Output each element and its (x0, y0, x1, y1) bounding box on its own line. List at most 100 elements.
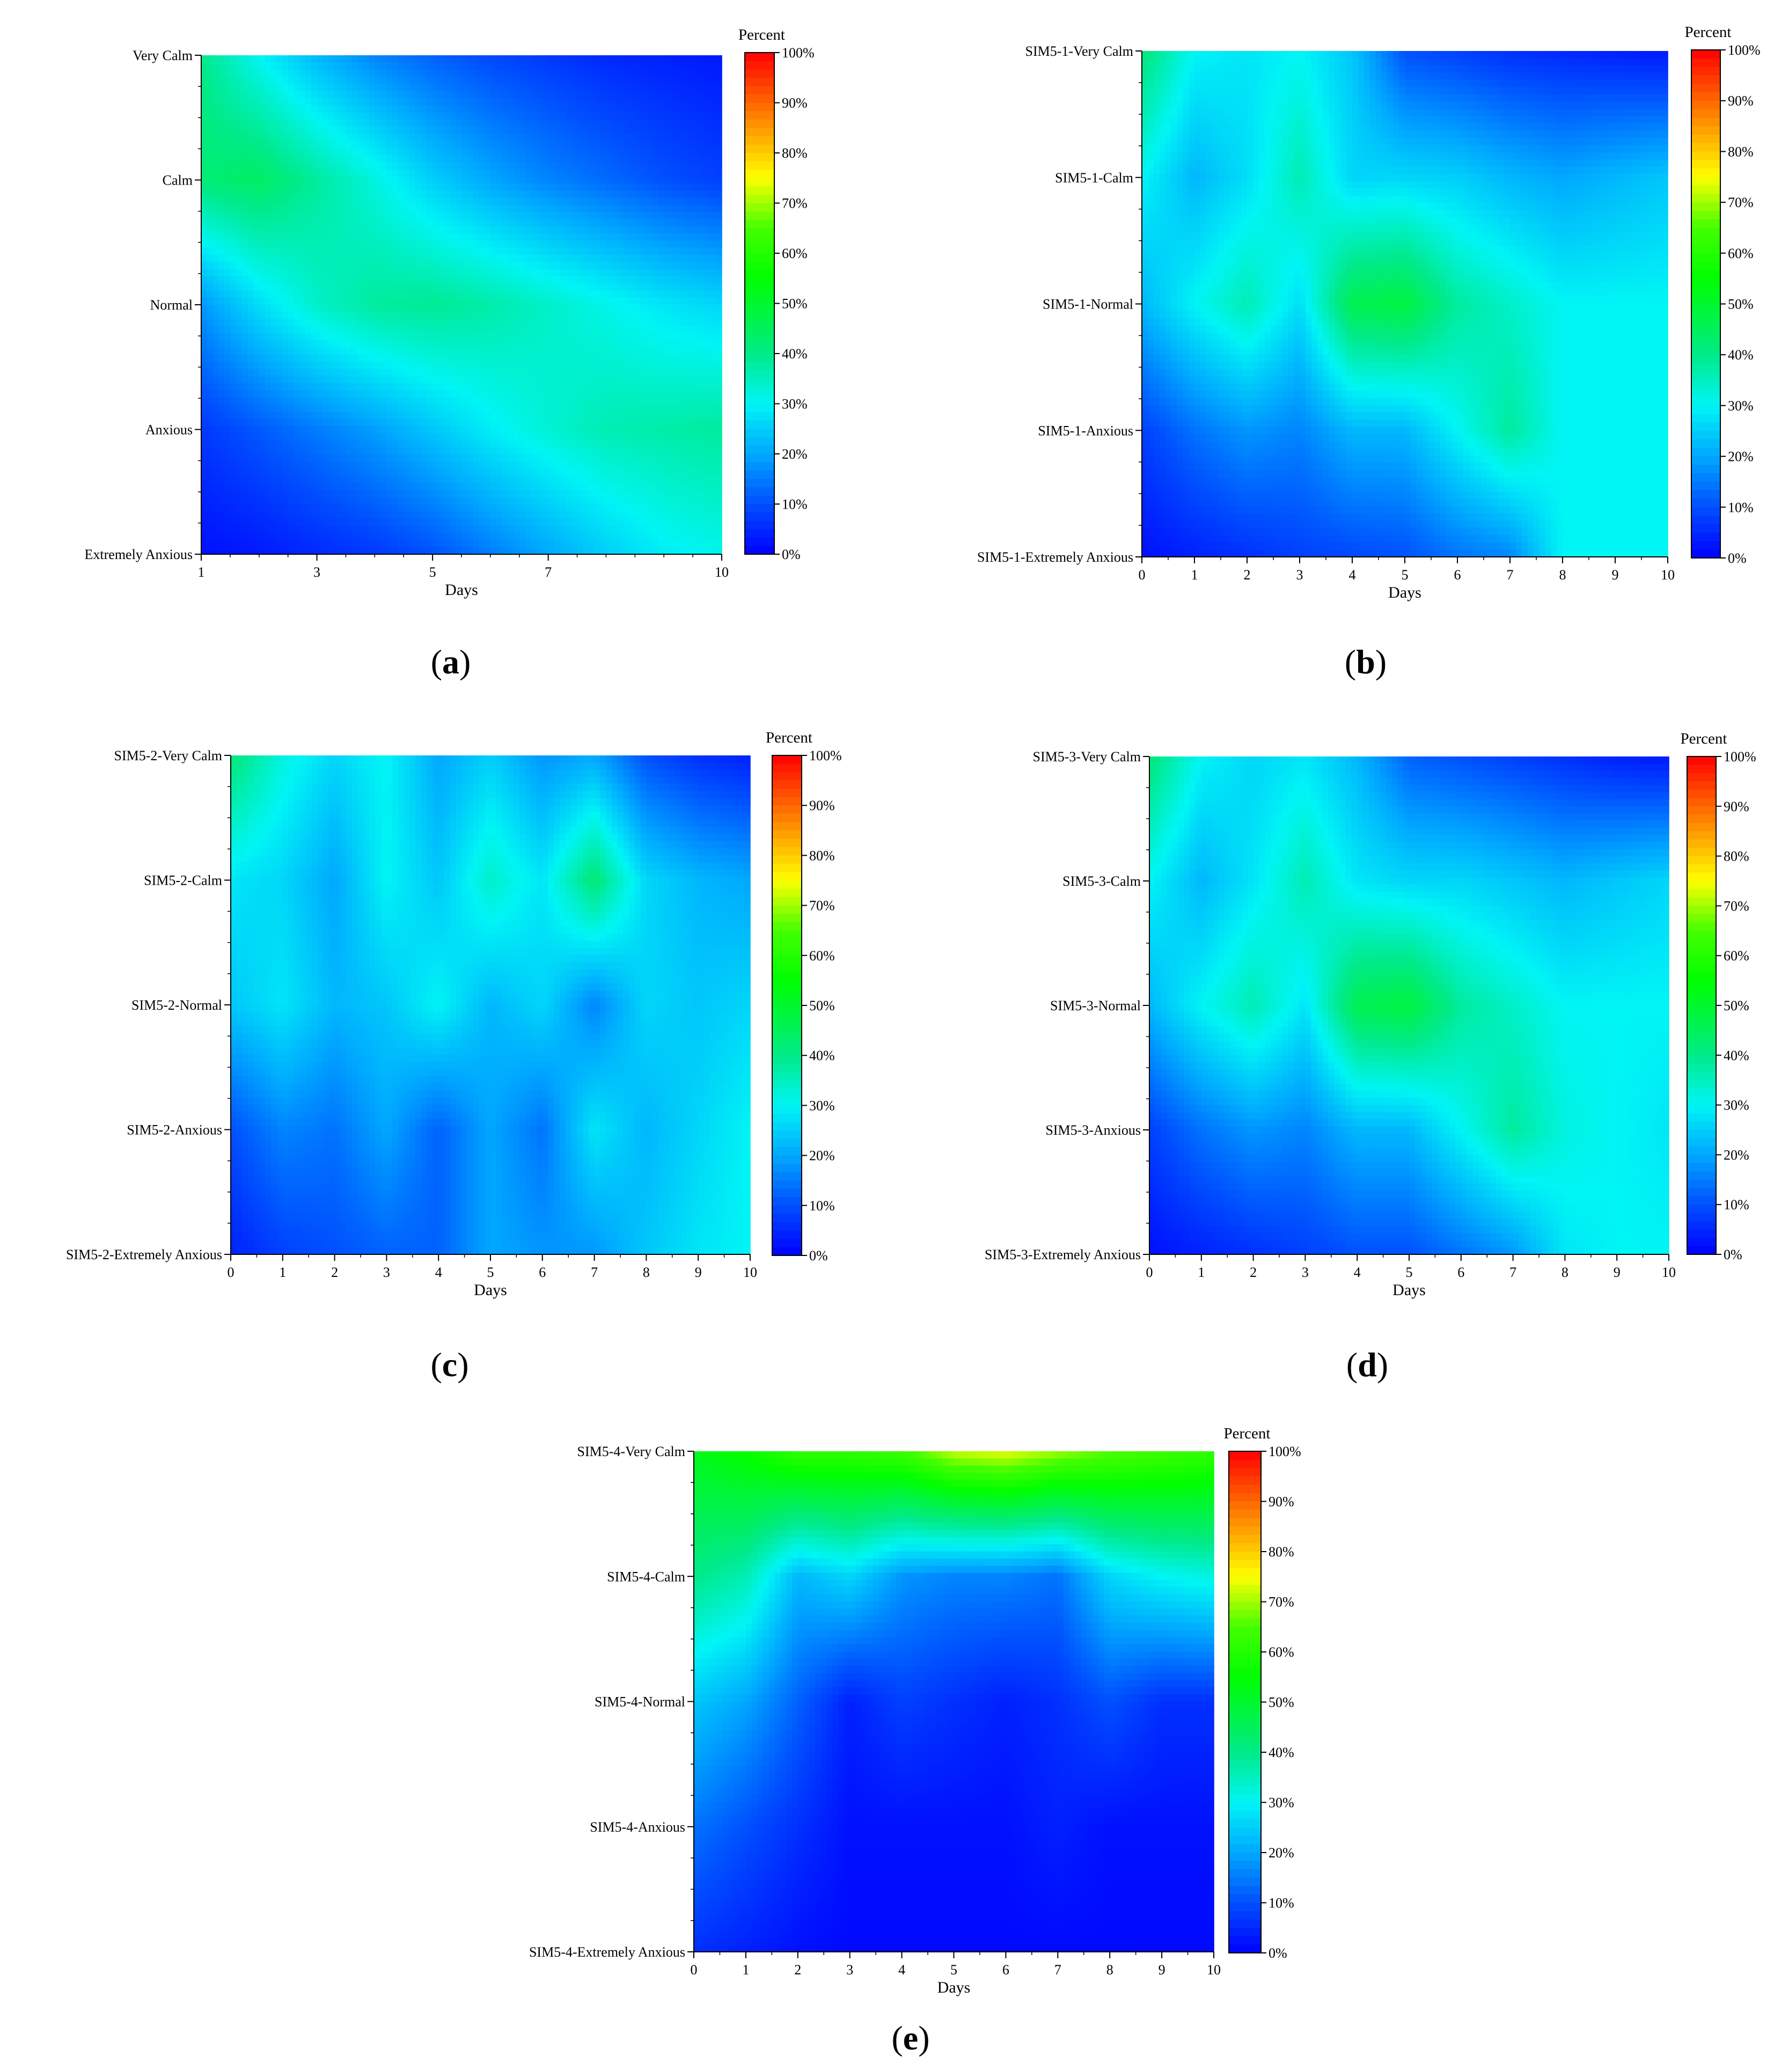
heatmap-cell (241, 312, 248, 319)
heatmap-cell (444, 255, 451, 262)
heatmap-cell (543, 248, 549, 255)
heatmap-cell (710, 355, 716, 362)
heatmap-cell (525, 355, 532, 362)
heatmap-cell (415, 120, 422, 127)
heatmap-cell (577, 162, 584, 170)
heatmap-cell (230, 276, 237, 284)
heatmap-cell (351, 440, 358, 447)
heatmap-cell (554, 348, 560, 355)
heatmap-cell (259, 112, 266, 120)
heatmap-cell (467, 112, 474, 120)
heatmap-cell (444, 127, 451, 134)
heatmap-cell (253, 134, 260, 141)
heatmap-cell (357, 340, 364, 348)
heatmap-cell (693, 240, 699, 248)
heatmap-cell (247, 55, 254, 63)
heatmap-cell (496, 162, 503, 170)
heatmap-cell (485, 419, 491, 427)
heatmap-cell (322, 62, 329, 70)
heatmap-cell (351, 219, 358, 227)
heatmap-cell (653, 91, 659, 98)
heatmap-cell (699, 419, 705, 427)
heatmap-cell (230, 148, 237, 156)
heatmap-cell (571, 412, 578, 419)
heatmap-cell (375, 433, 381, 440)
heatmap-cell (519, 112, 526, 120)
heatmap-cell (624, 255, 630, 262)
heatmap-cell (340, 162, 347, 170)
heatmap-cell (288, 170, 295, 177)
heatmap-cell (635, 98, 641, 106)
heatmap-cell (490, 219, 497, 227)
heatmap-cell (543, 141, 549, 148)
heatmap-cell (716, 340, 722, 348)
heatmap-cell (456, 105, 462, 113)
heatmap-cell (450, 62, 456, 70)
heatmap-cell (404, 148, 410, 156)
heatmap-cell (438, 398, 445, 405)
heatmap-cell (647, 141, 653, 148)
heatmap-cell (560, 283, 566, 291)
heatmap-cell (519, 62, 526, 70)
heatmap-cell (537, 226, 543, 234)
heatmap-cell (554, 219, 560, 227)
heatmap-cell (618, 105, 624, 113)
heatmap-cell (693, 312, 699, 319)
heatmap-cell (351, 105, 358, 113)
heatmap-cell (461, 290, 468, 298)
heatmap-cell (641, 262, 647, 269)
heatmap-cell (351, 269, 358, 277)
heatmap-cell (508, 276, 514, 284)
heatmap-cell (490, 412, 497, 419)
heatmap-cell (670, 55, 676, 63)
heatmap-cell (322, 162, 329, 170)
heatmap-cell (618, 233, 624, 241)
heatmap-cell (554, 77, 560, 84)
heatmap-cell (710, 190, 716, 198)
heatmap-cell (432, 148, 439, 156)
heatmap-cell (340, 290, 347, 298)
heatmap-cell (456, 170, 462, 177)
heatmap-cell (421, 177, 428, 184)
heatmap-cell (681, 233, 688, 241)
heatmap-cell (363, 333, 370, 341)
heatmap-cell (693, 305, 699, 312)
heatmap-cell (618, 170, 624, 177)
heatmap-cell (583, 70, 589, 77)
heatmap-cell (421, 390, 428, 398)
heatmap-cell (346, 120, 352, 127)
heatmap-cell (710, 240, 716, 248)
heatmap-cell (253, 440, 260, 447)
heatmap-cell (583, 91, 589, 98)
heatmap-cell (380, 55, 387, 63)
heatmap-cell (496, 112, 503, 120)
heatmap-cell (647, 340, 653, 348)
heatmap-cell (502, 112, 508, 120)
heatmap-cell (351, 70, 358, 77)
heatmap-cell (282, 183, 289, 191)
heatmap-cell (380, 283, 387, 291)
heatmap-cell (421, 255, 428, 262)
heatmap-cell (351, 290, 358, 298)
heatmap-cell (427, 98, 433, 106)
heatmap-cell (490, 340, 497, 348)
heatmap-cell (653, 55, 659, 63)
heatmap-cell (311, 319, 318, 327)
heatmap-cell (207, 405, 214, 412)
heatmap-cell (577, 340, 584, 348)
heatmap-cell (282, 369, 289, 377)
heatmap-cell (467, 127, 474, 134)
heatmap-cell (398, 290, 404, 298)
heatmap-cell (647, 198, 653, 205)
heatmap-cell (438, 383, 445, 391)
heatmap-cell (566, 120, 572, 127)
heatmap-cell (699, 98, 705, 106)
heatmap-cell (450, 433, 456, 440)
heatmap-cell (398, 433, 404, 440)
heatmap-cell (589, 248, 595, 255)
heatmap-cell (467, 162, 474, 170)
heatmap-cell (201, 276, 208, 284)
heatmap-cell (699, 127, 705, 134)
heatmap-cell (600, 62, 607, 70)
heatmap-cell (670, 170, 676, 177)
